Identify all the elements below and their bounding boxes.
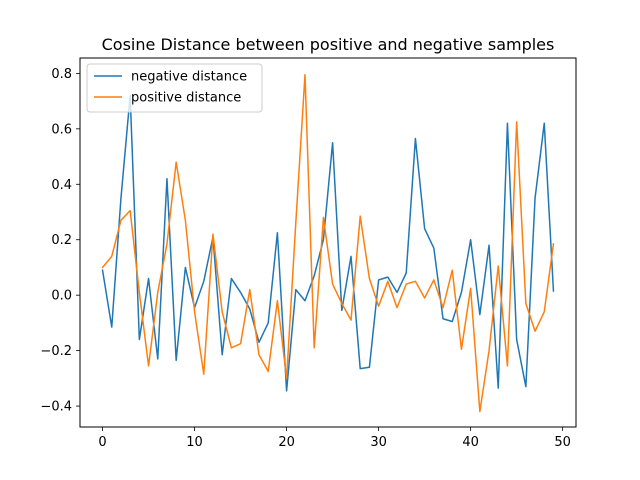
plot-frame bbox=[79, 57, 577, 428]
series-line-0 bbox=[101, 94, 555, 392]
legend-box bbox=[86, 63, 263, 113]
y-tick-label: 0.8 bbox=[51, 67, 72, 82]
x-axis: 0 10 20 30 40 50 bbox=[98, 427, 571, 450]
y-tick-label: 0.2 bbox=[51, 233, 72, 248]
legend: negative distance positive distance bbox=[86, 63, 263, 113]
legend-label-1: positive distance bbox=[131, 91, 241, 106]
y-axis: −0.4 −0.2 0.0 0.2 0.4 0.6 0.8 bbox=[40, 67, 80, 415]
y-tick-label: 0.6 bbox=[51, 122, 72, 137]
x-tick-label: 10 bbox=[186, 435, 203, 450]
x-tick-label: 30 bbox=[370, 435, 387, 450]
series-layer bbox=[101, 74, 555, 413]
legend-label-0: negative distance bbox=[131, 70, 247, 85]
x-tick-label: 50 bbox=[554, 435, 571, 450]
y-tick-label: 0.0 bbox=[51, 289, 72, 304]
y-tick-label: −0.4 bbox=[40, 400, 72, 415]
series-line-1 bbox=[101, 74, 555, 413]
y-tick-label: −0.2 bbox=[40, 344, 72, 359]
x-tick-label: 0 bbox=[98, 435, 106, 450]
x-tick-label: 20 bbox=[278, 435, 295, 450]
chart-title: Cosine Distance between positive and neg… bbox=[102, 35, 555, 54]
y-tick-label: 0.4 bbox=[51, 178, 72, 193]
x-tick-label: 40 bbox=[462, 435, 479, 450]
